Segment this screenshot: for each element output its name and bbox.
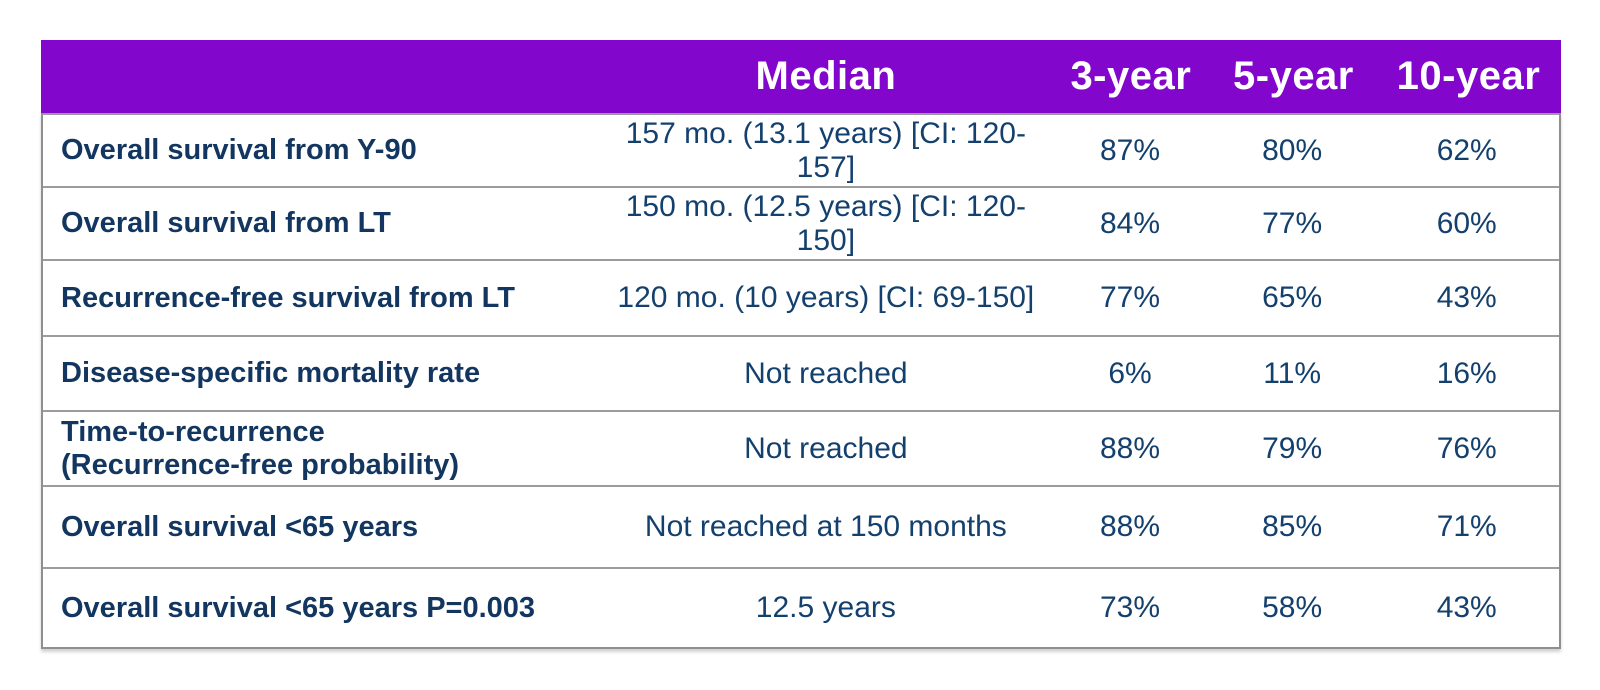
table-body: Overall survival from Y-90 157 mo. (13.1… <box>41 113 1561 649</box>
value-10yr: 62% <box>1436 133 1497 167</box>
value-10yr: 43% <box>1436 591 1497 624</box>
table-header-row: Median 3-year 5-year 10-year <box>41 40 1561 113</box>
value-5yr: 58% <box>1262 591 1323 624</box>
value-10yr: 71% <box>1436 510 1497 543</box>
value-5yr: 77% <box>1262 206 1323 240</box>
median-value: 12.5 years <box>755 591 896 624</box>
table-row-rfs-lt: Recurrence-free survival from LT 120 mo.… <box>43 259 1559 335</box>
row-label-line1: Time-to-recurrence <box>61 416 325 449</box>
median-value: 150 mo. (12.5 years) [CI: 120-150] <box>625 189 1026 257</box>
value-10yr: 60% <box>1436 206 1497 240</box>
median-value: Not reached <box>744 356 908 390</box>
value-3yr: 88% <box>1100 510 1161 543</box>
table-row-os-y90: Overall survival from Y-90 157 mo. (13.1… <box>43 113 1559 186</box>
table-row-ttr: Time-to-recurrence (Recurrence-free prob… <box>43 410 1559 485</box>
value-5yr: 80% <box>1262 133 1323 167</box>
table-row-os-lt: Overall survival from LT 150 mo. (12.5 y… <box>43 186 1559 259</box>
value-3yr: 77% <box>1100 281 1161 314</box>
header-5-year: 5-year <box>1233 54 1354 98</box>
value-5yr: 11% <box>1263 356 1322 390</box>
row-label: Overall survival from LT <box>61 207 391 240</box>
row-label: Disease-specific mortality rate <box>61 357 481 390</box>
value-5yr: 79% <box>1262 431 1323 465</box>
header-median: Median <box>755 54 897 98</box>
table-row-os-under65: Overall survival <65 years Not reached a… <box>43 485 1559 567</box>
value-3yr: 73% <box>1100 591 1161 624</box>
row-label: Overall survival from Y-90 <box>61 134 417 167</box>
value-3yr: 6% <box>1108 356 1152 390</box>
value-10yr: 43% <box>1436 281 1497 314</box>
row-label: Time-to-recurrence (Recurrence-free prob… <box>43 416 601 481</box>
value-10yr: 76% <box>1436 431 1497 465</box>
value-3yr: 84% <box>1100 206 1161 240</box>
row-label: Overall survival <65 years P=0.003 <box>61 591 536 624</box>
survival-outcomes-table: Median 3-year 5-year 10-year Overall sur… <box>41 40 1561 649</box>
table-row-os-under65-p: Overall survival <65 years P=0.003 12.5 … <box>43 567 1559 647</box>
median-value: Not reached at 150 months <box>644 510 1007 543</box>
table-row-dsm-rate: Disease-specific mortality rate Not reac… <box>43 335 1559 410</box>
value-3yr: 87% <box>1100 133 1161 167</box>
median-value: Not reached <box>744 431 908 465</box>
row-label: Overall survival <65 years <box>61 510 419 543</box>
value-3yr: 88% <box>1100 431 1161 465</box>
value-5yr: 65% <box>1262 281 1323 314</box>
header-3-year: 3-year <box>1070 54 1192 98</box>
row-label-line2: (Recurrence-free probability) <box>61 448 460 481</box>
row-label: Recurrence-free survival from LT <box>61 281 515 314</box>
header-10-year: 10-year <box>1396 54 1541 98</box>
value-10yr: 16% <box>1436 356 1497 390</box>
value-5yr: 85% <box>1262 510 1323 543</box>
median-value: 157 mo. (13.1 years) [CI: 120-157] <box>625 116 1026 184</box>
median-value: 120 mo. (10 years) [CI: 69-150] <box>617 281 1035 314</box>
